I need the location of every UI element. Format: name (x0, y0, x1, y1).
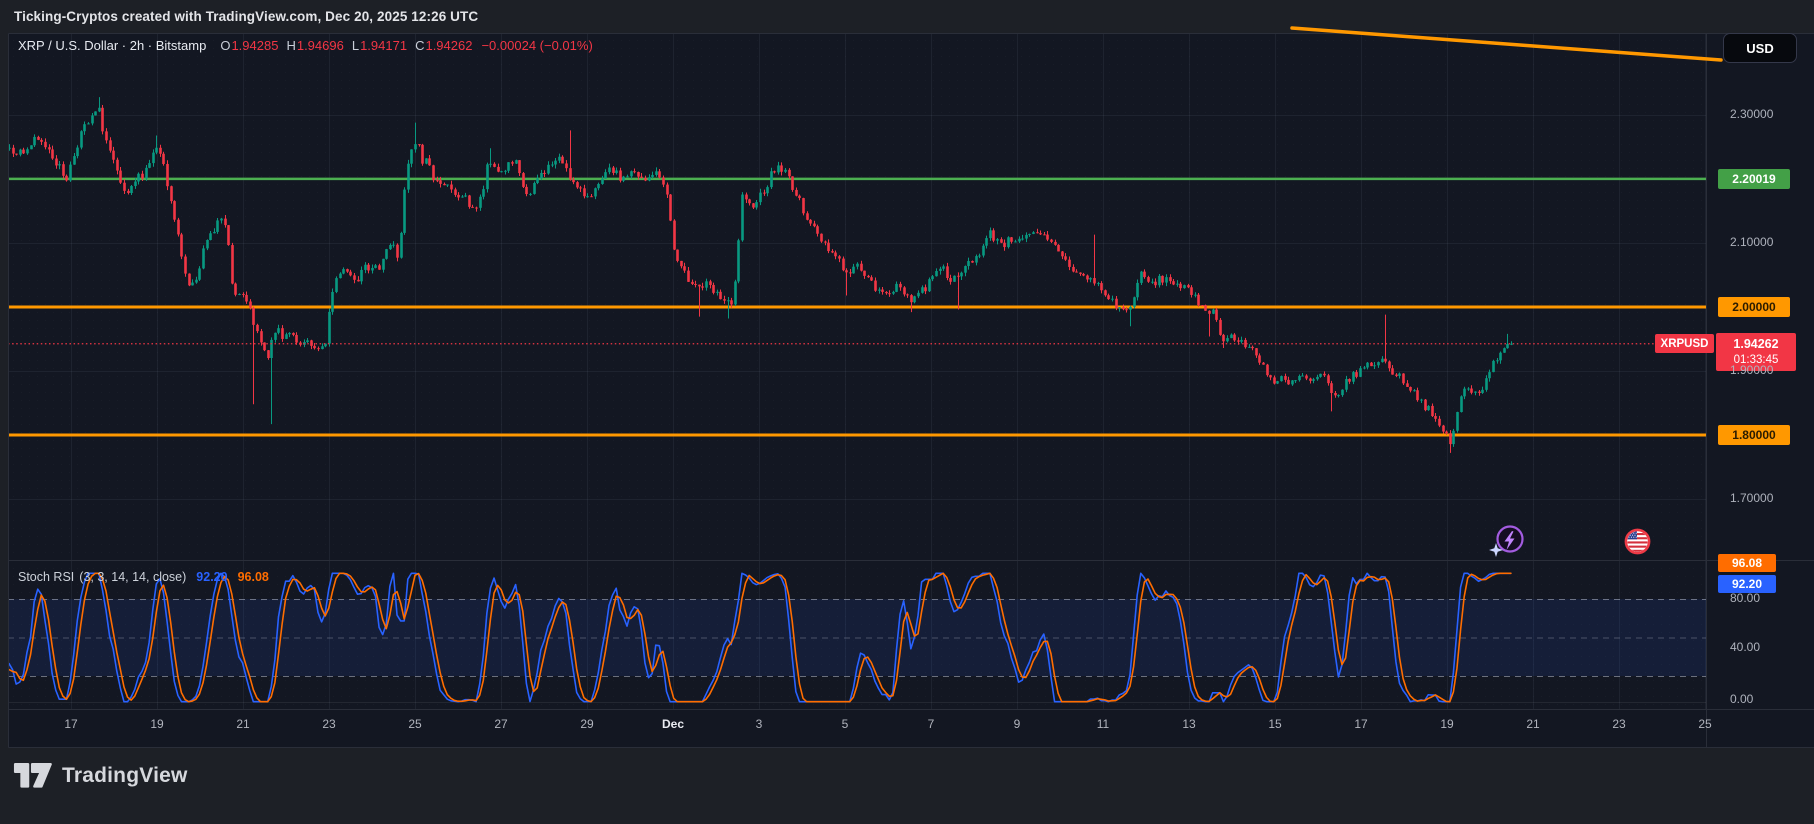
price-scale-label: 2.30000 (1730, 107, 1774, 121)
currency-toggle-button[interactable]: USD (1723, 33, 1797, 63)
tradingview-logo-text: TradingView (62, 763, 188, 787)
open-value: 1.94285 (231, 38, 279, 53)
time-axis-label: 25 (408, 717, 422, 731)
stoch-value-label: 96.08 (1718, 554, 1776, 572)
time-axis-label: 25 (1698, 717, 1712, 731)
open-label: O (220, 38, 231, 53)
price-scale-label: 1.90000 (1730, 363, 1774, 377)
time-axis-label: Dec (661, 717, 685, 731)
price-scale-label: 1.70000 (1730, 491, 1774, 505)
price-level-label: 2.00000 (1718, 297, 1790, 317)
top-bar: Ticking-Cryptos created with TradingView… (0, 0, 1814, 33)
time-axis-label: 29 (580, 717, 594, 731)
high-label: H (286, 38, 296, 53)
bar-countdown: 01:33:45 (1733, 353, 1779, 366)
symbol-title[interactable]: XRP / U.S. Dollar · 2h · Bitstamp (18, 38, 207, 53)
time-axis-label: 21 (236, 717, 250, 731)
symbol-info-row[interactable]: XRP / U.S. Dollar · 2h · Bitstamp O 1.94… (18, 38, 593, 53)
tradingview-logo-icon (13, 762, 52, 788)
time-axis-label: 5 (841, 717, 849, 731)
stoch-rsi-legend[interactable]: Stoch RSI (3, 3, 14, 14, close) 92.20 96… (18, 570, 269, 584)
current-price-value: 1.94262 (1733, 337, 1779, 351)
time-axis-label: 21 (1526, 717, 1540, 731)
stoch-scale-label: 0.00 (1730, 692, 1754, 706)
time-axis-label: 19 (1440, 717, 1454, 731)
snapshot-title: Ticking-Cryptos created with TradingView… (14, 9, 479, 24)
low-label: L (351, 38, 360, 53)
us-flag-event-icon[interactable] (1624, 528, 1651, 560)
change-value: −0.00024 (−0.01%) (481, 38, 593, 53)
time-axis-label: 23 (1612, 717, 1626, 731)
symbol-price-label: XRPUSD (1655, 334, 1714, 353)
time-axis-label: 11 (1096, 717, 1110, 731)
time-axis-label: 15 (1268, 717, 1282, 731)
flash-event-icon[interactable] (1488, 524, 1528, 563)
time-axis-label: 17 (1354, 717, 1368, 731)
price-level-label: 1.80000 (1718, 425, 1790, 445)
stoch-rsi-title[interactable]: Stoch RSI (18, 570, 75, 584)
current-price-label: 1.94262 01:33:45 (1716, 333, 1796, 371)
close-label: C (415, 38, 425, 53)
price-level-label: 2.20019 (1718, 169, 1790, 189)
stoch-scale-label: 40.00 (1730, 640, 1761, 654)
low-value: 1.94171 (360, 38, 408, 53)
time-axis-label: 17 (64, 717, 78, 731)
close-value: 1.94262 (425, 38, 473, 53)
time-axis-label: 7 (927, 717, 935, 731)
time-axis-label: 3 (755, 717, 763, 731)
time-axis-label: 23 (322, 717, 336, 731)
stoch-scale-label: 80.00 (1730, 591, 1761, 605)
high-value: 1.94696 (296, 38, 344, 53)
time-axis-label: 9 (1013, 717, 1021, 731)
time-axis-label: 27 (494, 717, 508, 731)
stoch-value-label: 92.20 (1718, 575, 1776, 593)
stoch-d-value: 96.08 (237, 570, 269, 584)
time-axis-label: 13 (1182, 717, 1196, 731)
tradingview-logo[interactable]: TradingView (13, 762, 188, 789)
stoch-rsi-params: (3, 3, 14, 14, close) (79, 570, 187, 584)
price-scale-label: 2.10000 (1730, 235, 1774, 249)
time-axis-label: 19 (150, 717, 164, 731)
stoch-k-value: 92.20 (196, 570, 228, 584)
